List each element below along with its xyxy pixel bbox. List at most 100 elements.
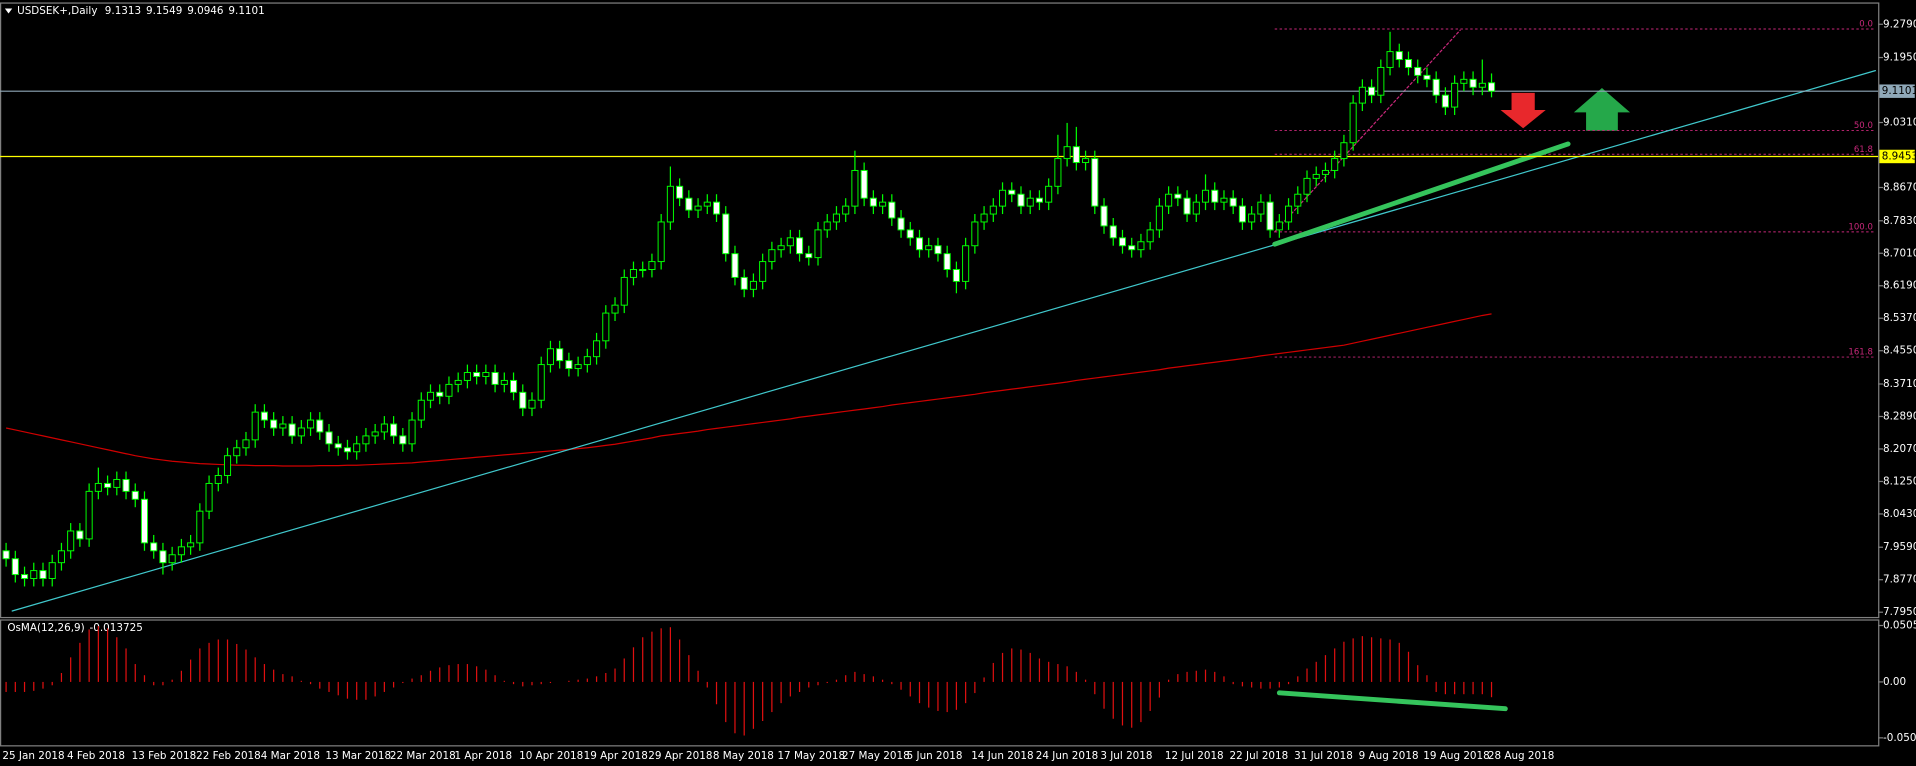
x-tick-label: 28 Aug 2018 [1488,750,1554,762]
candle-body [805,253,813,259]
y-tick-label: 8.6190 [1883,280,1916,292]
candle-body [150,542,158,552]
candle-body [1312,173,1320,179]
candle-body [657,221,665,263]
candle-body [620,276,628,306]
candle-body [556,348,564,362]
candle-body [685,197,693,211]
candle-body [113,478,121,488]
candle-body [251,411,259,441]
candle-body [925,245,933,251]
x-tick-label: 4 Mar 2018 [261,750,320,762]
candle-body [445,383,453,397]
y-tick-label: 8.8670 [1883,181,1916,193]
candle-body [270,419,278,429]
candle-body [1266,201,1274,231]
y-tick-label: -0.05010 [1883,732,1916,744]
y-tick-label: 9.1950 [1883,52,1916,64]
fib-label: 100.0 [1848,222,1872,232]
candle-body [593,340,601,358]
x-tick-label: 3 Jul 2018 [1100,750,1152,762]
candle-body [1192,201,1200,215]
y-tick-label: 9.2790 [1883,18,1916,30]
y-tick-label: 8.3710 [1883,378,1916,390]
candle-body [1165,193,1173,207]
candle-body [509,379,518,393]
menu-triangle[interactable] [4,8,13,14]
x-tick-label: 19 Apr 2018 [584,750,648,762]
candle-body [1414,66,1422,76]
candle-body [703,201,711,207]
candle-body [906,229,914,239]
x-tick-label: 19 Aug 2018 [1423,750,1489,762]
candle-body [214,475,222,484]
fib-label: 0.0 [1859,20,1873,30]
candle-body [814,229,822,259]
chart-title: USDSEK+,Daily [17,5,97,17]
candle-body [962,245,970,282]
candle-body [67,530,75,552]
candle-body [934,245,942,255]
candle-body [860,169,868,199]
x-tick-label: 1 Apr 2018 [455,750,513,762]
candle-body [325,431,333,445]
candle-body [334,443,342,449]
candle-body [1321,169,1330,175]
candle-body [879,201,887,207]
candle-body [1008,189,1016,195]
candle-body [307,419,315,429]
candle-body [1054,158,1062,187]
candle-body [1469,78,1477,88]
header-value: 9.1313 [105,5,141,17]
x-tick-label: 24 Jun 2018 [1036,750,1098,762]
header-value: 9.0946 [187,5,223,17]
candle-body [1478,82,1486,88]
moving-average [5,313,1492,467]
candle-body [454,379,462,385]
candle-body [796,237,804,255]
candle-body [1100,205,1108,227]
oscillator-header: OsMA(12,26,9) -0.013725 [7,622,142,634]
y-tick-label: 0.00 [1883,676,1906,688]
candle-body [380,423,388,433]
x-tick-label: 9 Aug 2018 [1359,750,1419,762]
candle-body [712,201,721,215]
candle-body [1109,225,1117,239]
candle-body [131,490,139,500]
y-tick-label: 8.4550 [1883,345,1916,357]
y-tick-label: 9.0310 [1883,117,1916,129]
candle-body [399,435,407,445]
candle-body [1423,74,1431,80]
candle-body [57,550,65,564]
candle-body [1238,205,1246,223]
y-tick-label: 8.7010 [1883,247,1916,259]
candle-body [242,439,250,449]
candle-body [2,550,10,560]
y-tick-label: 8.1250 [1883,475,1916,487]
price-label: 8.9453 [1882,150,1916,162]
candle-body [851,169,859,207]
candle-body [1349,102,1357,144]
candle-body [417,399,425,421]
y-tick-label: 7.9590 [1883,541,1916,553]
candle-body [122,478,130,492]
candle-body [187,542,195,548]
candle-body [436,391,444,397]
candle-body [463,372,471,381]
candle-body [20,574,29,580]
candle-body [362,435,370,445]
fib-label: 50.0 [1854,121,1873,131]
candle-body [76,530,84,540]
x-tick-label: 29 Apr 2018 [648,750,712,762]
y-tick-label: 8.0430 [1883,508,1916,520]
candle-body [759,261,767,282]
candle-body [1386,51,1394,68]
candle-body [537,364,545,401]
x-tick-label: 5 Jun 2018 [907,750,963,762]
fib-label: 61.8 [1854,145,1873,155]
header-value: 9.1101 [228,5,264,17]
candle-body [491,372,499,385]
fib-label: 161.8 [1848,348,1872,358]
candle-body [869,197,877,207]
